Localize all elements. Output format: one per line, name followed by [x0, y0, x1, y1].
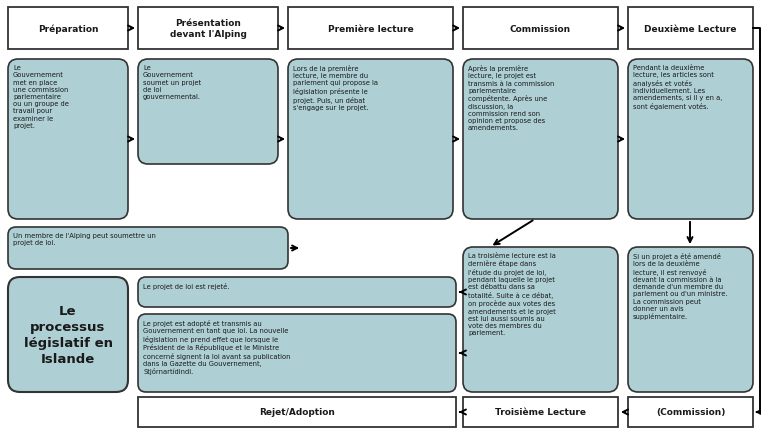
Bar: [138, 397, 456, 427]
FancyBboxPatch shape: [463, 247, 618, 392]
Text: Le
Gouvernement
soumet un projet
de loi
gouvernemental.: Le Gouvernement soumet un projet de loi …: [143, 65, 201, 100]
FancyBboxPatch shape: [628, 247, 753, 392]
FancyBboxPatch shape: [8, 60, 128, 219]
Text: Pendant la deuxième
lecture, les articles sont
analysés et votés
individuellemen: Pendant la deuxième lecture, les article…: [633, 65, 722, 110]
FancyBboxPatch shape: [138, 314, 456, 392]
Bar: [628, 397, 753, 427]
Text: Un membre de l'Alping peut soumettre un
projet de loi.: Un membre de l'Alping peut soumettre un …: [13, 233, 156, 246]
Text: La troisième lecture est la
dernière étape dans
l'étude du projet de loi,
pendan: La troisième lecture est la dernière éta…: [468, 252, 556, 336]
Text: Lors de la première
lecture, le membre du
parlement qui propose la
législation p: Lors de la première lecture, le membre d…: [293, 65, 378, 111]
Text: Troisième Lecture: Troisième Lecture: [495, 408, 586, 417]
Bar: [463, 397, 618, 427]
Text: Si un projet a été amendé
lors de la deuxième
lecture, il est renvoyé
devant la : Si un projet a été amendé lors de la deu…: [633, 252, 728, 320]
Text: Deuxième Lecture: Deuxième Lecture: [645, 25, 737, 34]
Text: Le
Gouvernement
met en place
une commission
parlementaire
ou un groupe de
travai: Le Gouvernement met en place une commiss…: [13, 65, 69, 129]
Text: (Commission): (Commission): [656, 408, 725, 417]
FancyBboxPatch shape: [463, 60, 618, 219]
Bar: [463, 8, 618, 50]
Text: Première lecture: Première lecture: [328, 25, 413, 34]
FancyBboxPatch shape: [288, 60, 453, 219]
Text: Le projet est adopté et transmis au
Gouvernement en tant que loi. La nouvelle
lé: Le projet est adopté et transmis au Gouv…: [143, 319, 291, 375]
Text: Rejet/Adoption: Rejet/Adoption: [259, 408, 335, 417]
FancyBboxPatch shape: [8, 277, 128, 392]
Text: Préparation: Préparation: [38, 24, 98, 34]
Text: Après la première
lecture, le projet est
transmis à la commission
parlementaire
: Après la première lecture, le projet est…: [468, 65, 554, 131]
FancyBboxPatch shape: [8, 227, 288, 269]
Bar: [138, 8, 278, 50]
FancyBboxPatch shape: [628, 60, 753, 219]
FancyBboxPatch shape: [138, 277, 456, 307]
Bar: [288, 8, 453, 50]
Text: Le
processus
législatif en
Islande: Le processus législatif en Islande: [24, 304, 113, 365]
Text: Présentation
devant l'Alping: Présentation devant l'Alping: [170, 19, 247, 39]
Text: Commission: Commission: [510, 25, 571, 34]
Bar: [628, 8, 753, 50]
Bar: [8, 8, 128, 50]
FancyBboxPatch shape: [138, 60, 278, 165]
Text: Le projet de loi est rejeté.: Le projet de loi est rejeté.: [143, 283, 229, 289]
